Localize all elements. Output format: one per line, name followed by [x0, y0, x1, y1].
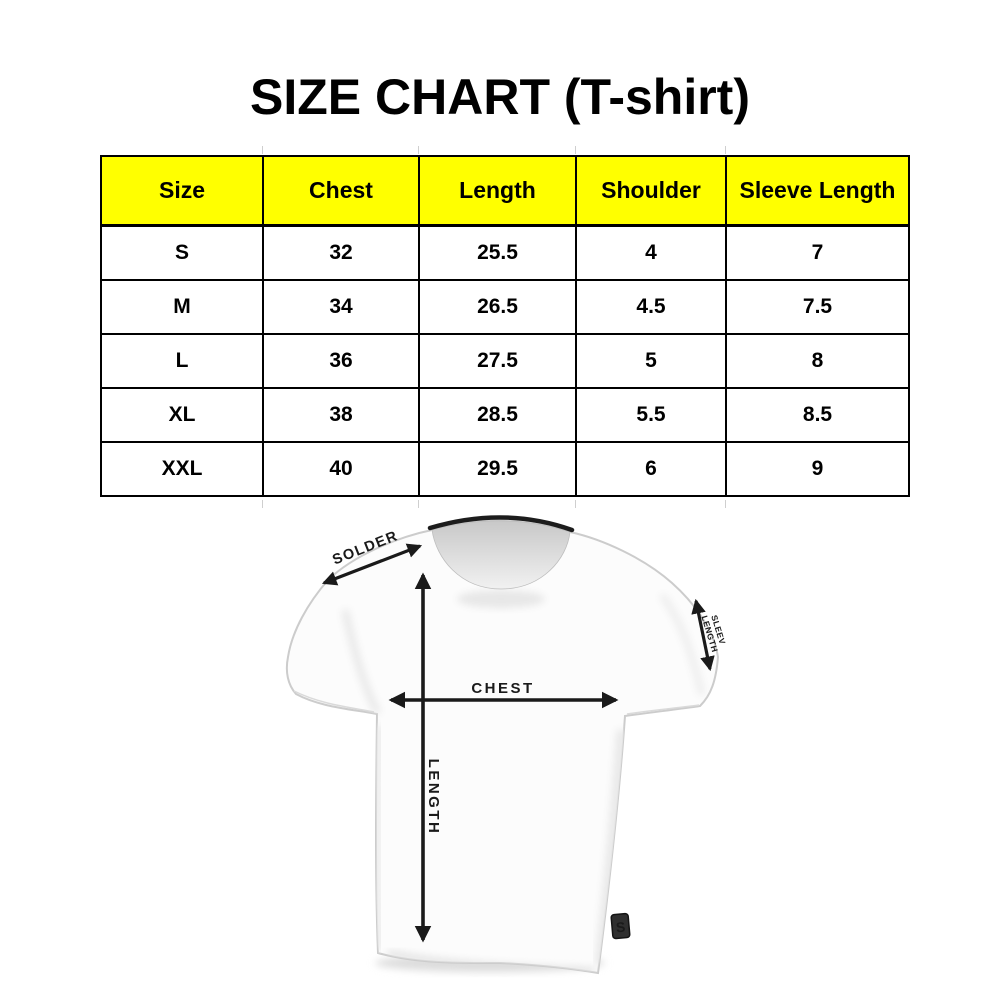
- cell-shoulder: 4.5: [575, 279, 727, 335]
- cell-chest: 38: [262, 387, 420, 443]
- brand-logo: S: [610, 912, 631, 940]
- cell-length: 25.5: [418, 224, 577, 281]
- cell-shoulder: 6: [575, 441, 727, 497]
- cell-size: S: [100, 224, 264, 281]
- cell-size: XXL: [100, 441, 264, 497]
- cell-chest: 40: [262, 441, 420, 497]
- length-label: LENGTH: [425, 759, 442, 836]
- header-chest: Chest: [262, 155, 420, 227]
- cell-sleeve-length: 7.5: [725, 279, 910, 335]
- table-row: M 34 26.5 4.5 7.5: [100, 279, 910, 335]
- gridline-stub: [418, 146, 419, 154]
- size-table: Size Chest Length Shoulder Sleeve Length…: [100, 155, 910, 497]
- table-row: XL 38 28.5 5.5 8.5: [100, 387, 910, 443]
- gridline-stub: [418, 500, 419, 508]
- cell-shoulder: 5: [575, 333, 727, 389]
- cell-length: 26.5: [418, 279, 577, 335]
- gridline-stub: [262, 146, 263, 154]
- cell-length: 27.5: [418, 333, 577, 389]
- cell-size: XL: [100, 387, 264, 443]
- gridline-stub: [725, 146, 726, 154]
- cell-sleeve-length: 8.5: [725, 387, 910, 443]
- right-sleeve-seam: [626, 704, 700, 715]
- cell-shoulder: 4: [575, 224, 727, 281]
- cell-shoulder: 5.5: [575, 387, 727, 443]
- tshirt-graphic: S CHEST LENGTH SOLDER SLEEV LENGTH: [285, 515, 728, 974]
- cell-chest: 36: [262, 333, 420, 389]
- gridline-stub: [262, 500, 263, 508]
- neck-opening: [431, 520, 571, 590]
- table-header-row: Size Chest Length Shoulder Sleeve Length: [100, 155, 910, 227]
- header-length: Length: [418, 155, 577, 227]
- header-sleeve-length: Sleeve Length: [725, 155, 910, 227]
- chest-label: CHEST: [471, 680, 534, 697]
- cell-size: M: [100, 279, 264, 335]
- cell-sleeve-length: 8: [725, 333, 910, 389]
- sleeve-arrow: [691, 598, 715, 672]
- cell-sleeve-length: 9: [725, 441, 910, 497]
- cell-length: 29.5: [418, 441, 577, 497]
- cell-chest: 34: [262, 279, 420, 335]
- tshirt-diagram: S CHEST LENGTH SOLDER SLEEV LENGTH: [250, 495, 750, 995]
- table-row: XXL 40 29.5 6 9: [100, 441, 910, 497]
- cell-size: L: [100, 333, 264, 389]
- table-row: L 36 27.5 5 8: [100, 333, 910, 389]
- gridline-stub: [575, 146, 576, 154]
- collar-line: [427, 515, 575, 533]
- gridline-stub: [725, 500, 726, 508]
- shoulder-arrow: [321, 543, 423, 586]
- gridline-stub: [575, 500, 576, 508]
- left-sleeve-seam: [293, 690, 375, 713]
- cell-sleeve-length: 7: [725, 224, 910, 281]
- page-title: SIZE CHART (T-shirt): [250, 69, 750, 125]
- cell-chest: 32: [262, 224, 420, 281]
- header-shoulder: Shoulder: [575, 155, 727, 227]
- cell-length: 28.5: [418, 387, 577, 443]
- header-size: Size: [100, 155, 264, 227]
- brand-logo-letter: S: [615, 919, 626, 936]
- table-row: S 32 25.5 4 7: [100, 224, 910, 281]
